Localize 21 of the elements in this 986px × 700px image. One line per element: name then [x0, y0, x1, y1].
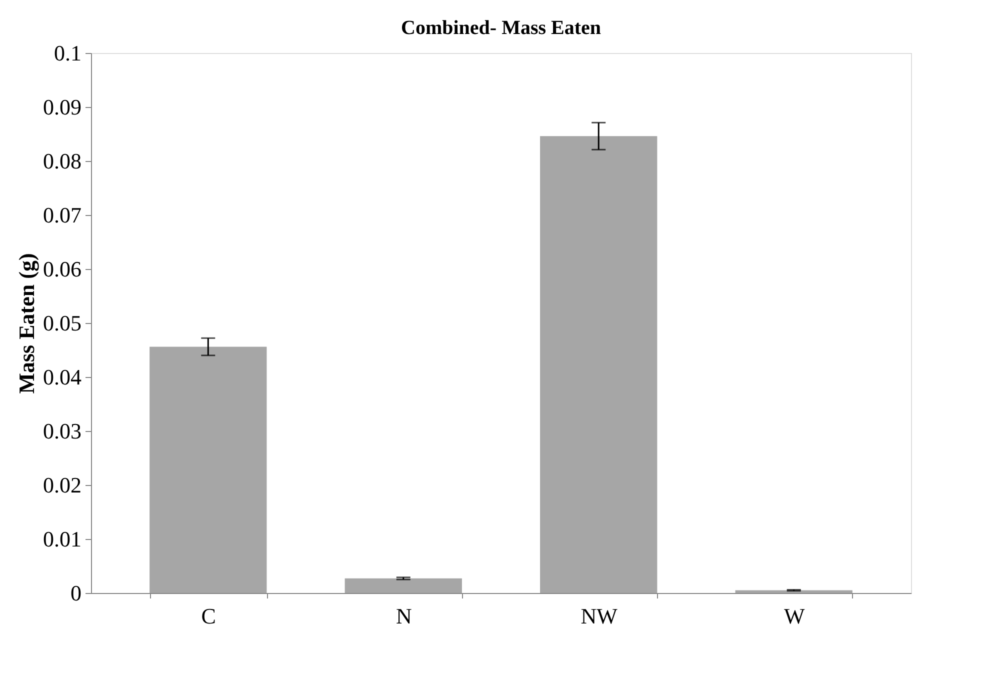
- y-tick-label: 0.01: [43, 526, 82, 552]
- bar: [735, 590, 852, 593]
- bar: [150, 346, 267, 593]
- chart-title: Combined- Mass Eaten: [400, 17, 602, 39]
- x-tick-label: W: [784, 604, 805, 628]
- y-tick-label: 0.09: [43, 94, 82, 120]
- y-tick-label: 0: [70, 580, 82, 606]
- x-tick-label: NW: [580, 604, 618, 628]
- y-tick-label: 0.02: [43, 472, 82, 498]
- y-tick-label: 0.04: [43, 364, 82, 390]
- bar: [344, 578, 462, 593]
- y-tick-label: 0.07: [43, 202, 82, 228]
- bar: [540, 136, 658, 593]
- y-tick-label: 0.03: [43, 418, 82, 444]
- x-tick-label: N: [396, 604, 412, 628]
- y-tick-label: 0.06: [43, 256, 82, 282]
- y-tick-label: 0.1: [54, 40, 82, 66]
- x-tick-label: C: [201, 604, 216, 628]
- y-axis-title: Mass Eaten (g): [14, 253, 39, 394]
- y-tick-label: 0.05: [43, 310, 82, 336]
- y-tick-label: 0.08: [43, 148, 82, 174]
